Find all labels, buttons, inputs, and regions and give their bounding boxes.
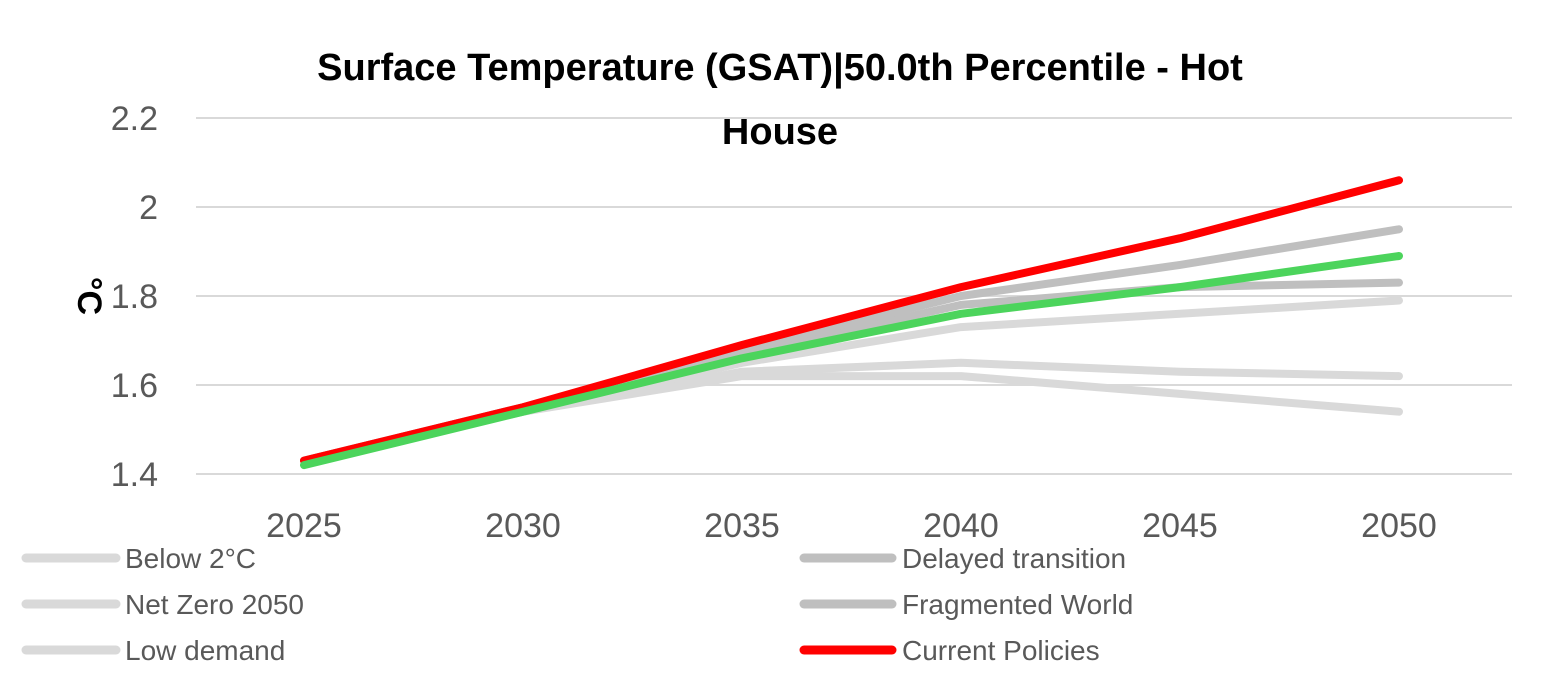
y-tick-labels: 1.4 1.6 1.8 2 2.2 [111,100,158,494]
y-tick-label: 2.2 [111,100,158,138]
gridlines [196,117,1512,475]
y-tick-label: 1.8 [111,278,158,316]
x-tick-label: 2030 [485,507,561,545]
x-tick-labels: 2025 2030 2035 2040 2045 2050 [266,507,1437,545]
x-tick-label: 2025 [266,507,342,545]
x-tick-label: 2040 [923,507,999,545]
legend-label: Low demand [125,635,285,666]
x-tick-label: 2050 [1361,507,1437,545]
y-tick-label: 1.4 [111,456,158,494]
series-lines [300,176,1403,470]
legend-label: Fragmented World [902,589,1133,620]
legend-label: Below 2°C [125,543,256,574]
series-line-current-policies [300,176,1403,465]
x-tick-label: 2035 [704,507,780,545]
chart-title-line-1: Surface Temperature (GSAT)|50.0th Percen… [317,47,1243,89]
x-tick-label: 2045 [1142,507,1218,545]
legend-label: Delayed transition [902,543,1126,574]
legend-label: Net Zero 2050 [125,589,304,620]
series-line-unlabeled [300,252,1403,470]
y-tick-label: 1.6 [111,367,158,405]
y-tick-label: 2 [139,189,158,227]
legend: Below 2°C Net Zero 2050 Low demand Delayed … [21,543,1133,666]
legend-label: Current Policies [902,635,1100,666]
y-axis-label: °C [70,277,108,315]
